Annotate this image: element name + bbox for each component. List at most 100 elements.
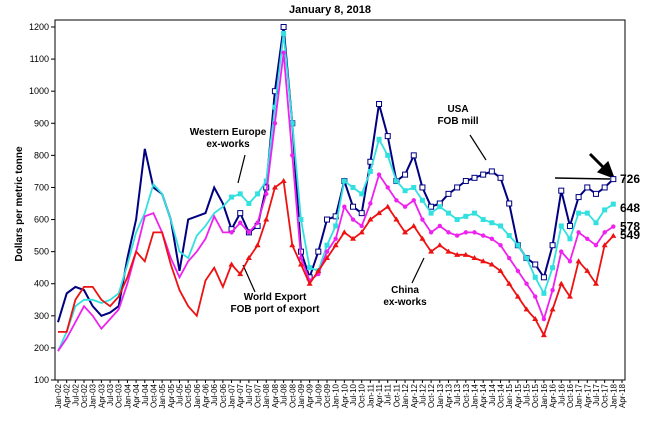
plot <box>57 24 617 352</box>
marker <box>462 178 469 185</box>
marker <box>436 242 443 248</box>
marker <box>559 249 564 254</box>
marker <box>384 203 391 209</box>
x-tick-label: Jul-17 <box>592 383 601 405</box>
marker <box>446 230 451 235</box>
marker <box>498 243 503 248</box>
marker <box>238 220 243 225</box>
marker <box>323 216 330 223</box>
x-tick-label: Jan-08 <box>262 383 271 408</box>
marker <box>524 281 529 286</box>
x-tick-label: Jul-04 <box>141 383 150 405</box>
marker <box>610 176 617 183</box>
marker <box>610 232 617 238</box>
marker <box>506 200 513 207</box>
x-tick-label: Oct-09 <box>323 383 332 408</box>
marker <box>307 265 313 271</box>
marker <box>306 280 313 286</box>
x-tick-label: Oct-10 <box>358 383 367 408</box>
x-tick-label: Jul-11 <box>384 383 393 405</box>
x-tick-label: Jan-13 <box>436 383 445 408</box>
x-tick-label: Oct-05 <box>184 383 193 408</box>
chart-title: January 8, 2018 <box>289 4 371 16</box>
x-tick-label: Jul-05 <box>175 383 184 405</box>
marker <box>445 210 451 216</box>
marker <box>489 220 495 226</box>
marker <box>333 236 338 241</box>
end-label: 549 <box>620 228 640 242</box>
marker <box>376 101 383 108</box>
marker <box>402 229 409 235</box>
x-tick-label: Apr-04 <box>132 383 141 408</box>
marker <box>255 220 260 225</box>
marker <box>280 24 287 30</box>
marker <box>298 255 304 261</box>
marker <box>368 201 373 206</box>
y-axis-label: Dollars per metric tonne <box>14 146 25 261</box>
x-tick-label: Jan-07 <box>228 383 237 408</box>
series-line <box>57 33 614 352</box>
x-tick-label: Apr-18 <box>618 383 627 408</box>
series-name: FOB mill <box>437 116 478 127</box>
marker <box>229 194 235 200</box>
marker <box>514 293 521 299</box>
marker <box>289 242 296 248</box>
x-tick-label: Jan-11 <box>366 383 375 407</box>
marker <box>480 233 486 238</box>
marker <box>462 251 469 257</box>
marker <box>237 210 244 217</box>
marker <box>532 274 538 280</box>
x-tick-label: Jul-14 <box>488 383 497 405</box>
marker <box>281 50 286 55</box>
marker <box>497 267 504 273</box>
marker <box>411 198 416 203</box>
y-tick-label: 1200 <box>29 22 49 32</box>
marker <box>471 255 478 261</box>
pointer <box>469 134 487 161</box>
marker <box>592 280 599 286</box>
marker <box>376 136 382 142</box>
x-tick-label: Apr-03 <box>97 383 106 408</box>
marker <box>289 120 295 126</box>
series-line <box>57 26 614 323</box>
series-name: ex-works <box>383 297 427 308</box>
x-tick-label: Jan-10 <box>332 383 341 408</box>
pointer <box>411 257 425 284</box>
marker <box>420 217 425 222</box>
marker <box>402 171 409 178</box>
marker <box>610 201 616 207</box>
marker <box>445 248 452 254</box>
pointer <box>237 154 246 184</box>
x-tick-label: Oct-07 <box>254 383 263 408</box>
marker <box>428 230 434 235</box>
x-tick-label: Apr-07 <box>236 383 245 408</box>
marker <box>394 198 399 203</box>
x-tick-label: Jan-15 <box>505 383 514 408</box>
marker <box>297 261 304 267</box>
marker <box>515 268 521 274</box>
x-tick-label: Jan-05 <box>158 383 167 408</box>
x-tick-label: Apr-13 <box>444 383 453 408</box>
x-tick-label: Oct-08 <box>288 383 297 408</box>
marker <box>341 229 348 235</box>
series-name: China <box>391 285 419 296</box>
marker <box>549 242 556 249</box>
marker <box>290 153 295 158</box>
y-tick-label: 200 <box>34 343 49 353</box>
x-tick-label: Jul-08 <box>280 383 289 405</box>
x-tick-label: Oct-02 <box>80 383 89 408</box>
x-tick-label: Oct-15 <box>531 383 540 408</box>
marker <box>566 222 573 229</box>
marker <box>367 216 374 222</box>
marker <box>497 174 504 181</box>
x-tick-label: Oct-12 <box>427 383 436 408</box>
y-tick-label: 800 <box>34 150 49 160</box>
marker <box>228 261 235 267</box>
marker <box>454 251 461 257</box>
marker <box>602 230 607 235</box>
x-tick-label: Jul-10 <box>349 383 358 405</box>
marker <box>376 172 382 177</box>
x-tick-label: Jan-03 <box>89 383 98 408</box>
marker <box>602 207 608 213</box>
reference-line <box>554 177 611 180</box>
